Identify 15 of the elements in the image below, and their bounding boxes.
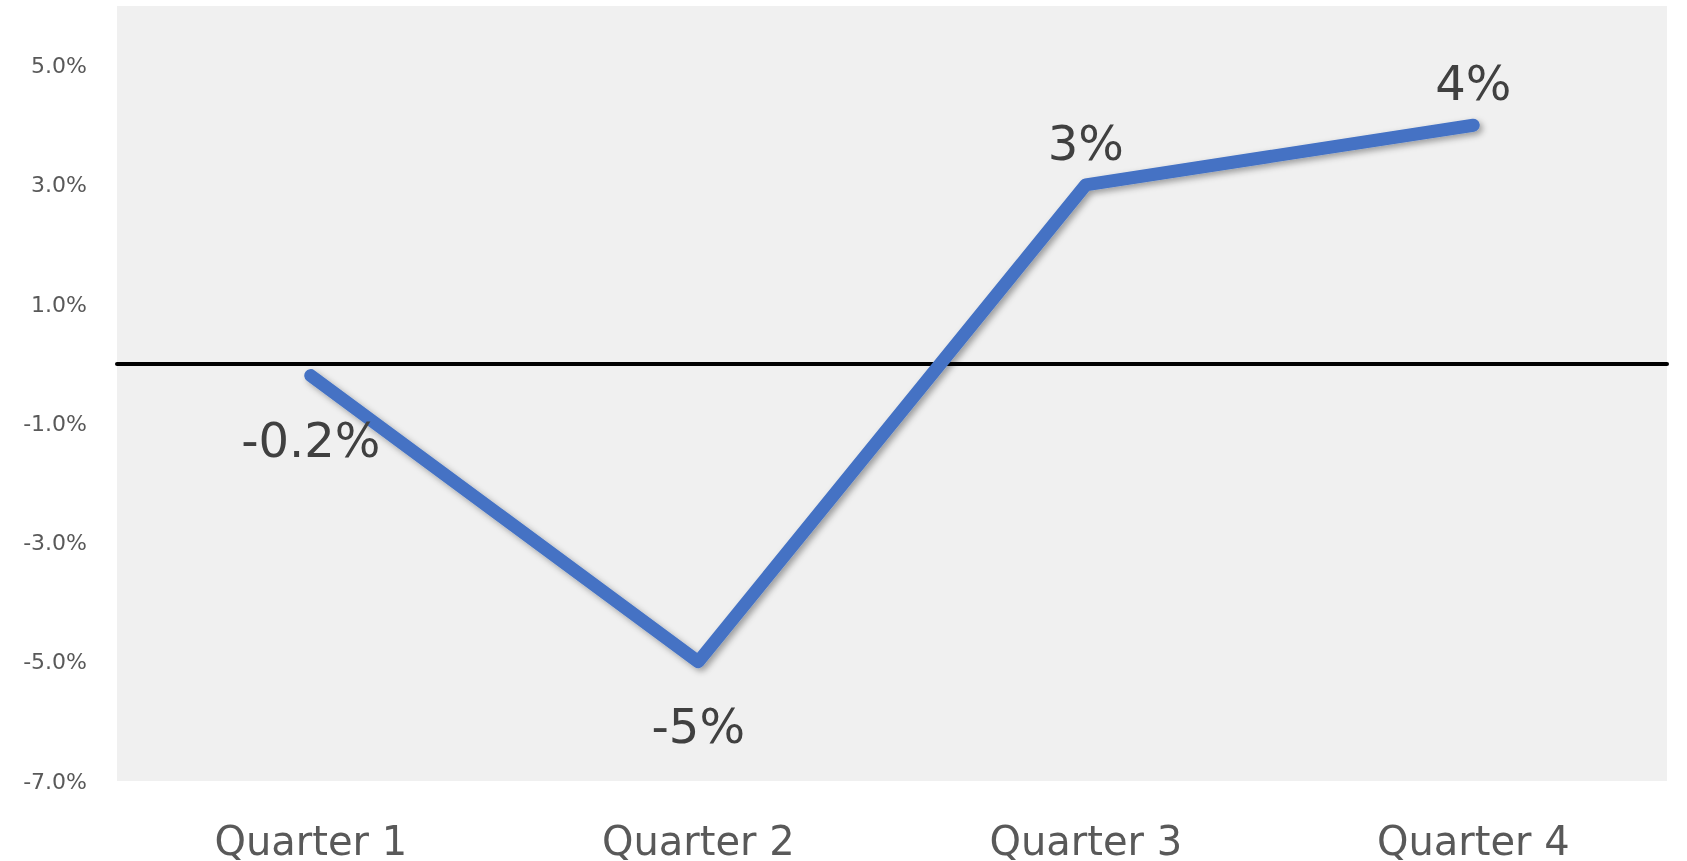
x-tick-label: Quarter 4 (1376, 818, 1570, 861)
x-tick-label: Quarter 2 (601, 818, 795, 861)
x-tick-label: Quarter 3 (989, 818, 1183, 861)
y-tick-label: -1.0% (23, 410, 87, 436)
x-tick-label: Quarter 1 (214, 818, 408, 861)
data-label: 4% (1435, 55, 1512, 112)
y-tick-label: -5.0% (23, 649, 87, 675)
y-tick-label: 3.0% (31, 172, 87, 198)
y-tick-label: 1.0% (31, 291, 87, 317)
data-label: -5% (651, 697, 745, 754)
data-label: -0.2% (241, 411, 381, 468)
y-tick-label: -7.0% (23, 768, 87, 794)
y-tick-label: -3.0% (23, 530, 87, 556)
y-tick-label: 5.0% (31, 53, 87, 79)
data-label: 3% (1047, 114, 1124, 171)
